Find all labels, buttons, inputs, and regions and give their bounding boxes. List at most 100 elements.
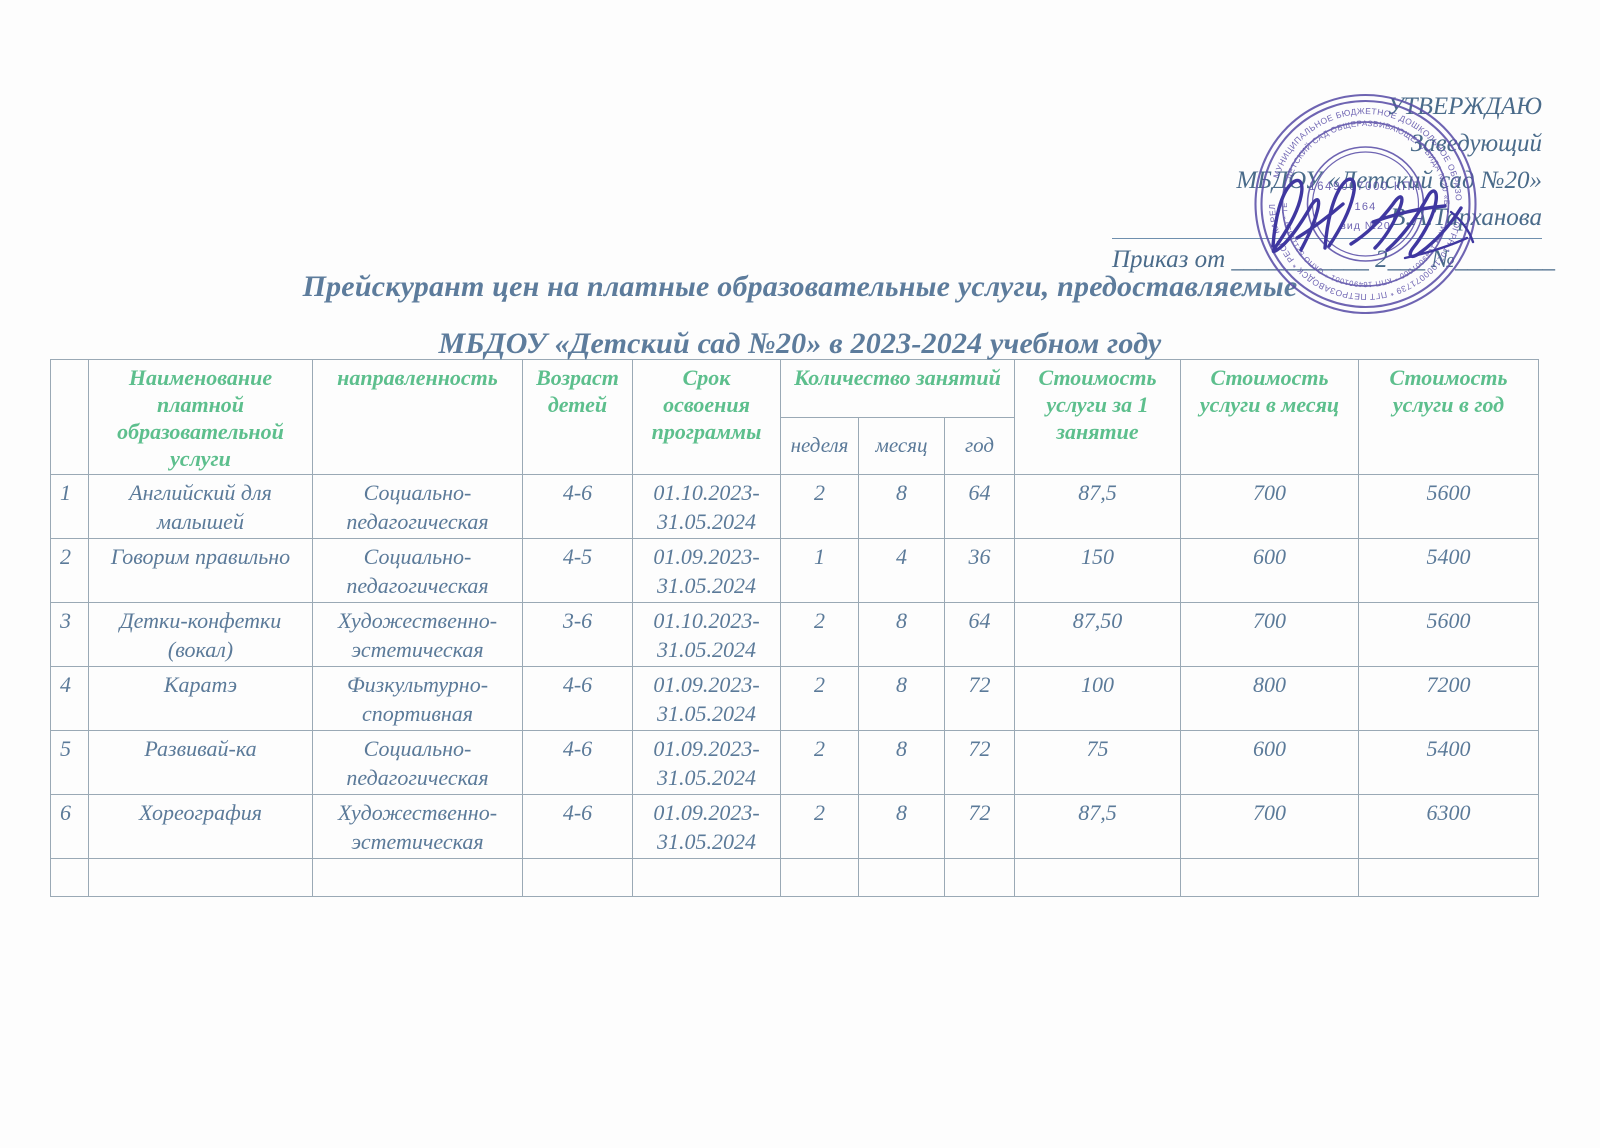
- cell-count-year: 72: [944, 666, 1015, 731]
- cell-price-per-lesson: 87,5: [1014, 794, 1181, 859]
- cell-row-number: 4: [50, 666, 89, 731]
- cell-price-per-month: 600: [1180, 538, 1359, 603]
- cell-count-year: 64: [944, 474, 1015, 539]
- cell-service-name: Говорим правильно: [88, 538, 313, 603]
- cell-row-number: 2: [50, 538, 89, 603]
- cell-direction: Социально-педагогическая: [312, 730, 523, 795]
- cell-price-per-year: 6300: [1358, 794, 1539, 859]
- cell-count-year: 72: [944, 794, 1015, 859]
- col-header-count-week: неделя: [780, 416, 859, 475]
- col-header-count-month: месяц: [858, 416, 945, 475]
- col-header-price-per-month: Стоимость услуги в месяц: [1180, 359, 1359, 475]
- cell-count-month: [858, 858, 945, 897]
- col-header-direction: направленность: [312, 359, 523, 475]
- cell-age: [522, 858, 633, 897]
- cell-row-number: 1: [50, 474, 89, 539]
- approval-block: УТВЕРЖДАЮ Заведующий МБДОУ «Детский сад …: [1112, 88, 1555, 278]
- col-header-price-per-lesson: Стоимость услуги за 1 занятие: [1014, 359, 1181, 475]
- table-row: 2 Говорим правильно Социально-педагогическ…: [50, 538, 1539, 603]
- cell-direction: Художественно-эстетическая: [312, 602, 523, 667]
- cell-service-name: [88, 858, 313, 897]
- cell-age: 3-6: [522, 602, 633, 667]
- cell-age: 4-6: [522, 794, 633, 859]
- table-header-row-main: Наименование платной образовательной усл…: [50, 359, 1539, 475]
- cell-age: 4-6: [522, 474, 633, 539]
- cell-count-month: 4: [858, 538, 945, 603]
- cell-term: 01.09.2023-31.05.2024: [632, 666, 781, 731]
- approval-line-director-name: В.А.Тарханова: [1390, 204, 1542, 231]
- cell-count-month: 8: [858, 730, 945, 795]
- cell-term: 01.09.2023-31.05.2024: [632, 794, 781, 859]
- cell-count-year: [944, 858, 1015, 897]
- cell-price-per-year: 5600: [1358, 474, 1539, 539]
- cell-count-week: 2: [780, 666, 859, 731]
- cell-price-per-lesson: [1014, 858, 1181, 897]
- cell-price-per-year: 5600: [1358, 602, 1539, 667]
- table-row: 4 Каратэ Физкультурно-спортивная 4-6 01.09.2…: [50, 666, 1539, 731]
- cell-row-number: [50, 858, 89, 897]
- cell-count-year: 36: [944, 538, 1015, 603]
- col-header-service-name: Наименование платной образовательной усл…: [88, 359, 313, 475]
- cell-count-week: 2: [780, 730, 859, 795]
- table-row: 3 Детки-конфетки (вокал) Художественно-эст…: [50, 602, 1539, 667]
- cell-count-week: 2: [780, 474, 859, 539]
- cell-price-per-month: [1180, 858, 1359, 897]
- approval-line-position: Заведующий: [1410, 130, 1542, 157]
- cell-direction: Художественно-эстетическая: [312, 794, 523, 859]
- cell-term: [632, 858, 781, 897]
- cell-price-per-month: 700: [1180, 794, 1359, 859]
- cell-service-name: Английский для малышей: [88, 474, 313, 539]
- cell-count-month: 8: [858, 474, 945, 539]
- cell-price-per-year: 7200: [1358, 666, 1539, 731]
- cell-term: 01.09.2023-31.05.2024: [632, 538, 781, 603]
- cell-count-month: 8: [858, 602, 945, 667]
- cell-term: 01.10.2023-31.05.2024: [632, 474, 781, 539]
- cell-row-number: 3: [50, 602, 89, 667]
- cell-count-month: 8: [858, 666, 945, 731]
- col-header-price-per-year: Стоимость услуги в год: [1358, 359, 1539, 475]
- cell-price-per-year: 5400: [1358, 730, 1539, 795]
- col-header-term: Срок освоения программы: [632, 359, 781, 475]
- page-title: Прейскурант цен на платные образовательн…: [0, 258, 1600, 372]
- cell-service-name: Развивай-ка: [88, 730, 313, 795]
- cell-count-week: 1: [780, 538, 859, 603]
- cell-age: 4-6: [522, 730, 633, 795]
- cell-service-name: Хореография: [88, 794, 313, 859]
- cell-term: 01.09.2023-31.05.2024: [632, 730, 781, 795]
- cell-direction: Социально-педагогическая: [312, 538, 523, 603]
- cell-count-week: 2: [780, 794, 859, 859]
- page-title-line1: Прейскурант цен на платные образовательн…: [302, 270, 1298, 303]
- cell-direction: Социально-педагогическая: [312, 474, 523, 539]
- col-header-lesson-count-group: Количество занятий: [780, 359, 1015, 418]
- cell-price-per-lesson: 75: [1014, 730, 1181, 795]
- cell-service-name: Каратэ: [88, 666, 313, 731]
- cell-price-per-year: 5400: [1358, 538, 1539, 603]
- cell-price-per-lesson: 87,50: [1014, 602, 1181, 667]
- col-header-count-year: год: [944, 416, 1015, 475]
- cell-direction: [312, 858, 523, 897]
- table-row: 6 Хореография Художественно-эстетическая 4-…: [50, 794, 1539, 859]
- page-title-line2: МБДОУ «Детский сад №20» в 2023-2024 учеб…: [438, 327, 1162, 360]
- cell-count-week: 2: [780, 602, 859, 667]
- table-row: 5 Развивай-ка Социально-педагогическая 4-6 0…: [50, 730, 1539, 795]
- col-header-number: [50, 359, 89, 475]
- approval-line-organization: МБДОУ «Детский сад №20»: [1236, 167, 1542, 194]
- cell-row-number: 6: [50, 794, 89, 859]
- cell-term: 01.10.2023-31.05.2024: [632, 602, 781, 667]
- cell-price-per-lesson: 150: [1014, 538, 1181, 603]
- price-list-table: Наименование платной образовательной усл…: [50, 359, 1539, 897]
- cell-price-per-month: 700: [1180, 474, 1359, 539]
- cell-count-week: [780, 858, 859, 897]
- table-header-row-sub: неделя месяц год: [51, 416, 1539, 475]
- table-row-empty: [50, 858, 1539, 897]
- cell-price-per-month: 700: [1180, 602, 1359, 667]
- cell-age: 4-6: [522, 666, 633, 731]
- cell-age: 4-5: [522, 538, 633, 603]
- approval-line-utverzhdayu: УТВЕРЖДАЮ: [1386, 93, 1542, 120]
- cell-count-month: 8: [858, 794, 945, 859]
- cell-count-year: 72: [944, 730, 1015, 795]
- col-header-age: Возраст детей: [522, 359, 633, 475]
- approval-line-order: Приказ от ___________ 2___ №________: [1112, 238, 1555, 278]
- cell-price-per-month: 600: [1180, 730, 1359, 795]
- cell-price-per-month: 800: [1180, 666, 1359, 731]
